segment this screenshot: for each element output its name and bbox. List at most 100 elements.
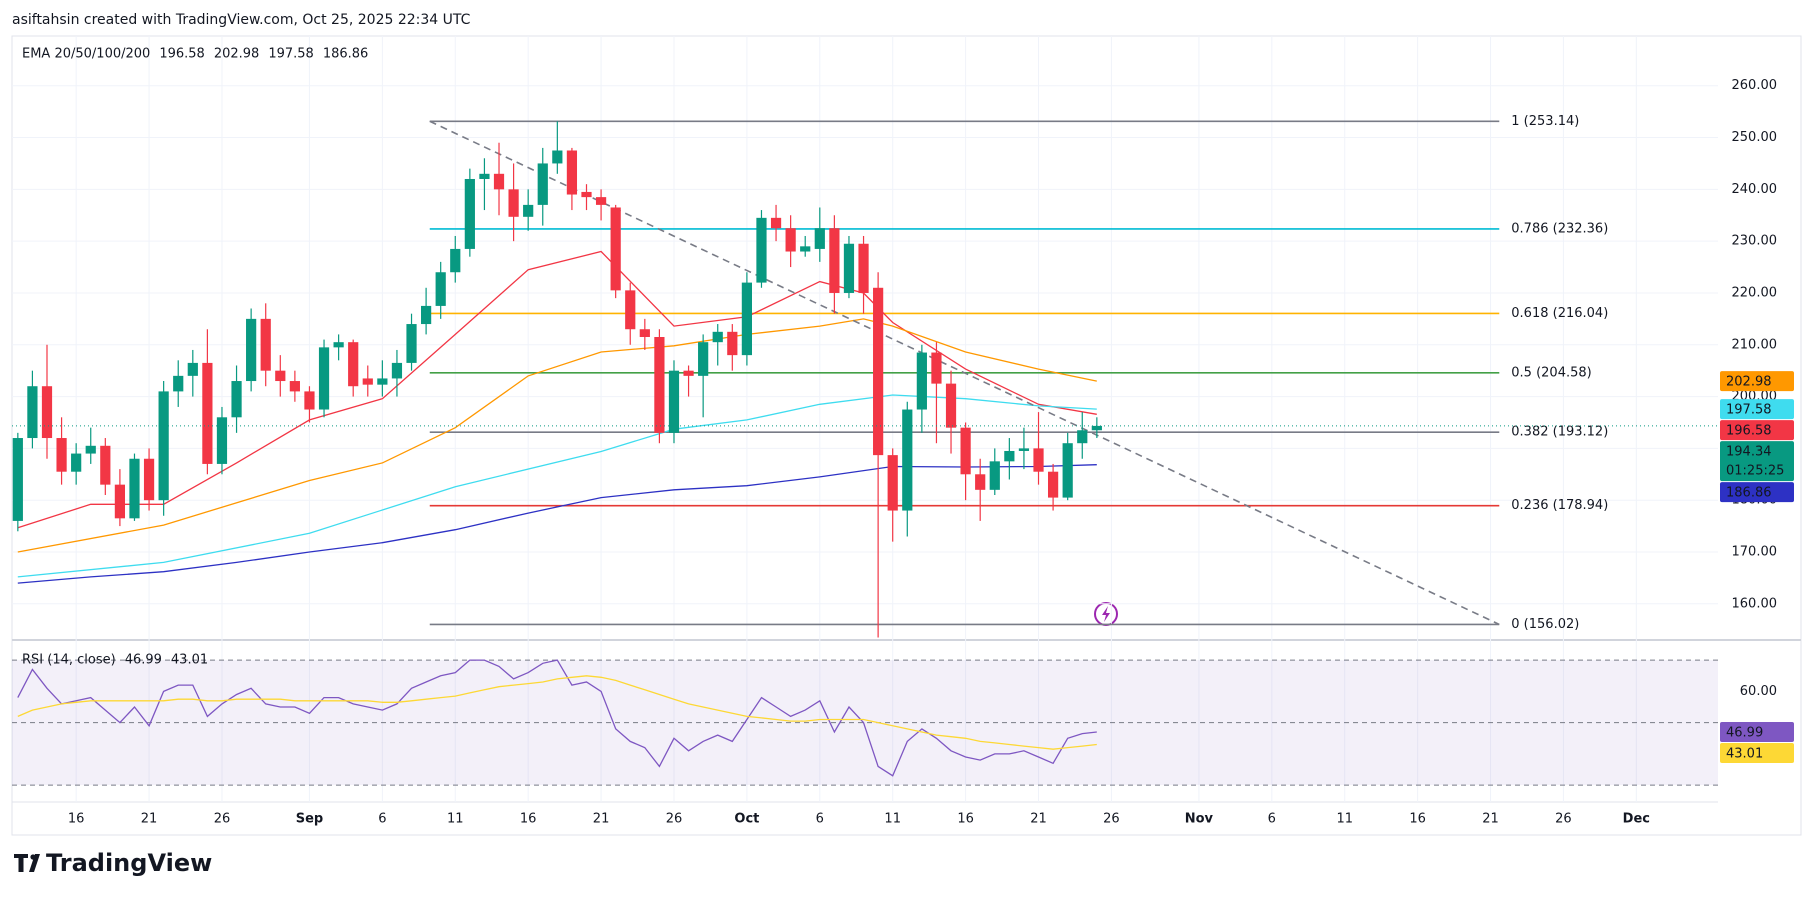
candle-body <box>143 458 155 501</box>
x-tick-label: 11 <box>1336 812 1353 827</box>
candle-body <box>814 228 825 249</box>
x-tick-label: 21 <box>1482 812 1499 827</box>
legend-title: EMA 20/50/100/200 <box>22 47 150 62</box>
candle-body <box>333 342 344 348</box>
fib-label: 1 (253.14) <box>1511 114 1579 129</box>
fib-label: 0.382 (193.12) <box>1511 425 1608 440</box>
legend-value: 202.98 <box>214 47 260 62</box>
candle-body <box>960 427 971 475</box>
rsi-box-label: 43.01 <box>1726 747 1763 762</box>
price-box-label: 202.98 <box>1726 375 1772 390</box>
candle-body <box>770 217 782 229</box>
candle-body <box>41 386 53 439</box>
candle-body <box>493 173 505 190</box>
candle-body <box>931 352 942 384</box>
fib-label: 0.5 (204.58) <box>1511 365 1591 380</box>
legend-value: 46.99 <box>125 653 162 668</box>
candle-body <box>216 417 228 464</box>
price-box-label: 197.58 <box>1726 403 1772 418</box>
x-tick-label: Sep <box>296 812 324 827</box>
candle-body <box>1018 448 1030 451</box>
candle-body <box>158 391 169 501</box>
candle-body <box>56 438 67 472</box>
candle-body <box>595 197 607 205</box>
candle-body <box>27 386 38 439</box>
fib-label: 0.236 (178.94) <box>1511 498 1608 513</box>
candle-body <box>289 381 300 392</box>
candle-body <box>698 342 709 376</box>
candle-body <box>843 243 855 293</box>
candle-body <box>246 318 257 382</box>
candle-body <box>421 305 432 325</box>
x-tick-label: 26 <box>1103 812 1120 827</box>
fib-label: 0.618 (216.04) <box>1511 306 1608 321</box>
y-tick-label: 170.00 <box>1732 545 1778 560</box>
x-tick-label: Oct <box>734 812 759 827</box>
alert-icon <box>1094 602 1118 626</box>
logo: TradingView <box>14 849 212 877</box>
candle-body <box>231 381 242 418</box>
legend-value: 186.86 <box>323 47 369 62</box>
price-box <box>1720 420 1794 441</box>
grid <box>12 36 1718 802</box>
candle-body <box>712 331 723 343</box>
candle-body <box>537 163 548 205</box>
header: asiftahsin created with TradingView.com,… <box>12 12 471 28</box>
y-tick-label: 60.00 <box>1740 684 1777 699</box>
candle-body <box>100 445 111 485</box>
price-box-label: 186.86 <box>1726 486 1772 501</box>
x-tick-label: 26 <box>666 812 683 827</box>
y-tick-label: 240.00 <box>1732 182 1778 197</box>
x-tick-label: 16 <box>520 812 537 827</box>
candle-body <box>1077 430 1088 444</box>
candle-body <box>12 438 23 521</box>
x-tick-label: Nov <box>1185 812 1214 827</box>
candle-body <box>654 337 665 433</box>
candle-body <box>508 189 519 217</box>
y-tick-label: 230.00 <box>1732 234 1778 249</box>
rsi-title: RSI (14, close) <box>22 653 116 668</box>
candle-body <box>887 455 898 511</box>
rsi-line <box>17 659 1097 777</box>
candle-body <box>625 290 636 330</box>
candle-body <box>391 362 403 379</box>
y-tick-label: 260.00 <box>1732 78 1778 93</box>
candle-body <box>989 461 1000 490</box>
candle-body <box>275 370 286 382</box>
candle-body <box>1047 471 1059 498</box>
alert-bolt <box>1102 606 1110 622</box>
candle-body <box>873 287 884 456</box>
candle-body <box>71 453 82 472</box>
price-box <box>1720 482 1794 503</box>
candle-body <box>741 282 752 356</box>
frame <box>11 35 1802 836</box>
candle-body <box>1091 425 1102 431</box>
candle-body <box>581 191 592 198</box>
candle-body <box>318 347 330 410</box>
x-tick-label: 6 <box>378 812 386 827</box>
candle-body <box>1062 443 1073 498</box>
rsi-line <box>17 675 1097 750</box>
candle-body <box>975 474 986 490</box>
rsi-box-label: 46.99 <box>1726 726 1763 741</box>
y-tick-label: 250.00 <box>1732 130 1778 145</box>
price-box <box>1720 399 1794 420</box>
candle-body <box>1033 448 1044 472</box>
x-tick-label: 11 <box>447 812 464 827</box>
legend-value: 197.58 <box>268 47 314 62</box>
candle-body <box>916 352 927 410</box>
candle-body <box>450 248 461 273</box>
candle-body <box>683 370 694 376</box>
legend-value: 196.58 <box>159 47 205 62</box>
countdown: 01:25:25 <box>1726 464 1784 479</box>
price-box <box>1720 441 1794 482</box>
candle-body <box>464 178 475 249</box>
price-box <box>1720 371 1794 392</box>
x-tick-label: 26 <box>214 812 231 827</box>
x-tick-label: 21 <box>1030 812 1047 827</box>
x-tick-label: 6 <box>816 812 824 827</box>
ema-line <box>17 464 1097 584</box>
candle-body <box>756 217 767 283</box>
candle-body <box>945 383 957 428</box>
